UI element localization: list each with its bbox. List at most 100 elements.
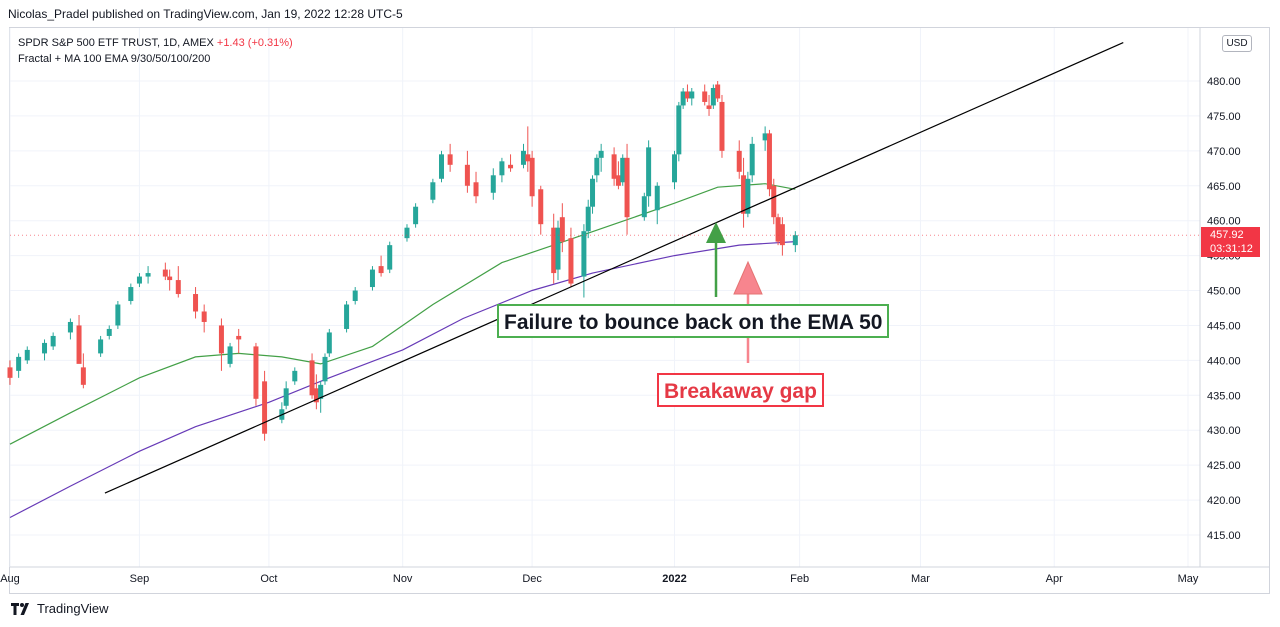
candlesticks: [7, 81, 798, 441]
price-tick-label: 460.00: [1207, 216, 1241, 228]
tradingview-logo[interactable]: TradingView: [11, 601, 109, 616]
candle-body: [80, 367, 86, 385]
tradingview-brand: TradingView: [37, 601, 109, 616]
candle: [227, 342, 233, 368]
candle: [654, 182, 660, 225]
candle: [684, 84, 690, 102]
trendline: [10, 42, 1200, 494]
candle-body: [253, 346, 259, 399]
ema-50-line: [9, 183, 796, 445]
red-arrow-head: [733, 260, 763, 295]
candle-body: [167, 276, 173, 281]
candle: [369, 266, 375, 291]
candle: [387, 241, 393, 274]
candle-body: [447, 154, 453, 165]
candle-body: [672, 154, 678, 183]
annotation-arrows: [706, 222, 763, 363]
symbol-label: SPDR S&P 500 ETF TRUST, 1D, AMEX: [18, 37, 214, 49]
candle-body: [508, 164, 514, 169]
time-axis: Aug Sep Oct Nov Dec 2022 Feb Mar Apr May: [0, 573, 1199, 585]
candle-body: [719, 101, 725, 151]
candle: [771, 178, 777, 225]
price-tick-label: 425.00: [1207, 460, 1241, 472]
candle: [594, 154, 600, 183]
candle: [775, 213, 781, 246]
candle: [620, 154, 626, 186]
candle: [624, 143, 630, 235]
candle: [590, 175, 596, 214]
candle-body: [581, 231, 587, 277]
candle-body: [201, 311, 207, 322]
candle-body: [136, 276, 142, 284]
time-tick-label: Nov: [393, 573, 413, 585]
candle-body: [404, 227, 410, 239]
candle: [42, 339, 48, 361]
candle-body: [551, 227, 557, 274]
candle-body: [555, 227, 561, 270]
price-tick-label: 415.00: [1207, 530, 1241, 542]
candle: [520, 143, 526, 169]
candle-body: [175, 280, 181, 295]
price-tick-label: 435.00: [1207, 390, 1241, 402]
candle: [559, 203, 565, 253]
candle: [193, 287, 199, 319]
candle-body: [615, 175, 621, 186]
currency-badge[interactable]: USD: [1222, 35, 1252, 52]
candle-body: [352, 290, 358, 302]
bar-countdown: 03:31:12: [1210, 243, 1253, 255]
candle-body: [128, 287, 134, 302]
candle: [7, 360, 13, 385]
candle-body: [749, 143, 755, 176]
candle: [167, 269, 173, 291]
published-line: Nicolas_Pradel published on TradingView.…: [8, 7, 403, 21]
candle-body: [7, 367, 13, 378]
candle: [615, 161, 621, 190]
candle: [106, 325, 112, 340]
candle-body: [106, 328, 112, 336]
candle-body: [326, 332, 332, 354]
candle: [646, 140, 652, 207]
candle-body: [473, 182, 479, 197]
candle: [439, 150, 445, 183]
candle-body: [115, 304, 121, 326]
candle: [16, 353, 22, 378]
candle-body: [322, 356, 328, 382]
candle-body: [529, 157, 535, 197]
candle-body: [490, 175, 496, 193]
candle: [136, 273, 142, 288]
candle-body: [464, 164, 470, 186]
candle: [499, 157, 505, 183]
price-axis: 480.00475.00470.00465.00460.00455.00450.…: [1207, 76, 1241, 542]
candle: [641, 192, 647, 221]
candle: [279, 402, 285, 424]
candle-body: [67, 321, 73, 333]
candle: [551, 213, 557, 284]
candle: [745, 171, 751, 218]
candle-body: [741, 175, 747, 214]
candle: [128, 283, 134, 305]
candle-body: [680, 91, 686, 106]
time-tick-label: Oct: [260, 573, 277, 585]
indicator-line: Fractal + MA 100 EMA 9/30/50/100/200: [18, 53, 211, 65]
time-tick-label: Aug: [0, 573, 20, 585]
candle-body: [430, 182, 436, 200]
candle: [702, 84, 708, 106]
candle-body: [413, 206, 419, 225]
candle-body: [646, 147, 652, 197]
candle: [145, 266, 151, 284]
candle-body: [313, 388, 319, 403]
candle-body: [24, 349, 30, 361]
candle: [581, 224, 587, 298]
candle-body: [227, 346, 233, 364]
candle: [736, 140, 742, 179]
ema-100-path: [9, 241, 796, 519]
candle-body: [499, 161, 505, 176]
annotation-breakaway-gap[interactable]: Breakaway gap: [657, 373, 824, 407]
time-tick-label: Dec: [522, 573, 542, 585]
candle: [404, 224, 410, 242]
candle: [67, 318, 73, 340]
price-tick-label: 445.00: [1207, 320, 1241, 332]
annotation-ema-failure[interactable]: Failure to bounce back on the EMA 50: [497, 304, 890, 338]
price-tick-label: 480.00: [1207, 76, 1241, 88]
last-price: 457.92: [1210, 229, 1244, 241]
